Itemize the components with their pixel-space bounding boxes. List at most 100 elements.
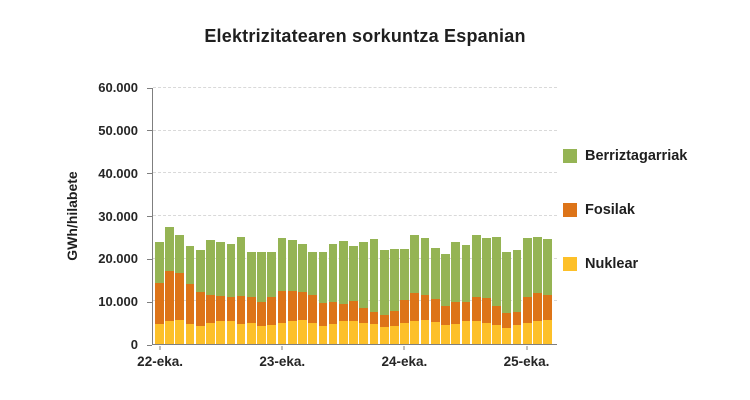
bar-segment-fosilak xyxy=(267,297,277,325)
bar-segment-berriztagarriak xyxy=(461,244,471,303)
bar-segment-nuklear xyxy=(492,325,501,344)
bar-segment-nuklear xyxy=(267,324,277,344)
bar-segment-fosilak xyxy=(318,302,328,327)
y-tick-label: 50.000 xyxy=(98,122,138,138)
bar-segment-fosilak xyxy=(226,297,236,321)
bar-segment-berriztagarriak xyxy=(318,252,328,303)
bar-segment-berriztagarriak xyxy=(430,248,440,299)
bar-segment-fosilak xyxy=(257,302,266,326)
bar xyxy=(369,239,379,344)
bar-segment-fosilak xyxy=(287,290,297,321)
bar-segment-nuklear xyxy=(349,320,358,344)
bar-segment-berriztagarriak xyxy=(543,239,553,295)
x-axis: 22-eka. 23-eka. 24-eka. 25-eka. xyxy=(137,346,557,380)
bar-segment-fosilak xyxy=(522,297,532,323)
bar-segment-nuklear xyxy=(226,320,236,344)
bar-segment-berriztagarriak xyxy=(206,239,215,295)
bar xyxy=(543,239,553,344)
gridline xyxy=(153,215,557,216)
legend-label: Nuklear xyxy=(585,256,639,272)
bar xyxy=(420,238,430,344)
y-tick-label: 0 xyxy=(130,337,138,352)
bar-segment-berriztagarriak xyxy=(471,235,481,298)
plot-area xyxy=(152,87,557,345)
bar-segment-berriztagarriak xyxy=(338,240,348,304)
legend-swatch-nuklear xyxy=(563,257,577,271)
bar-segment-berriztagarriak xyxy=(175,235,185,274)
bar xyxy=(502,252,512,344)
bar xyxy=(410,235,420,344)
legend-label: Fosilak xyxy=(585,202,635,218)
bar-segment-fosilak xyxy=(512,312,522,325)
bar-segment-fosilak xyxy=(451,302,461,324)
bar xyxy=(298,243,307,344)
bar-segment-berriztagarriak xyxy=(359,241,369,308)
bar-segment-berriztagarriak xyxy=(410,235,420,293)
bar xyxy=(441,254,450,344)
bar xyxy=(492,237,501,344)
bar xyxy=(359,241,369,344)
bar-segment-nuklear xyxy=(277,323,287,344)
bar-segment-fosilak xyxy=(390,310,399,326)
bar-segment-nuklear xyxy=(155,323,164,344)
bar-segment-fosilak xyxy=(236,295,246,324)
bar-segment-fosilak xyxy=(543,294,553,321)
bar-segment-fosilak xyxy=(185,283,195,325)
bar-segment-berriztagarriak xyxy=(287,239,297,291)
bar xyxy=(328,243,338,344)
bar-segment-berriztagarriak xyxy=(267,252,277,298)
bar-segment-nuklear xyxy=(298,320,307,344)
bar xyxy=(226,243,236,344)
legend-item: Berriztagarriak xyxy=(563,148,687,164)
bar-segment-nuklear xyxy=(420,320,430,344)
x-tick-label: 24-eka. xyxy=(381,354,428,369)
x-tick-label: 23-eka. xyxy=(259,354,306,369)
bar-segment-berriztagarriak xyxy=(390,249,399,311)
bar-segment-berriztagarriak xyxy=(482,238,491,298)
bar-segment-fosilak xyxy=(298,292,307,321)
bar xyxy=(390,249,399,344)
bar-segment-nuklear xyxy=(257,325,266,344)
bar-segment-nuklear xyxy=(471,320,481,344)
bar-segment-berriztagarriak xyxy=(298,243,307,293)
bar-segment-fosilak xyxy=(492,306,501,326)
bar-segment-berriztagarriak xyxy=(195,250,205,292)
x-tick-label: 25-eka. xyxy=(503,354,550,369)
bar-segment-fosilak xyxy=(400,299,409,324)
bar-segment-nuklear xyxy=(461,321,471,344)
bar xyxy=(257,252,266,344)
bar-segment-nuklear xyxy=(543,320,553,344)
x-tick-mark xyxy=(281,346,283,350)
bar-segment-nuklear xyxy=(482,323,491,344)
bar-segment-nuklear xyxy=(400,323,409,344)
legend-swatch-berriztagarriak xyxy=(563,149,577,163)
bar xyxy=(430,248,440,344)
bar-segment-nuklear xyxy=(328,323,338,344)
y-tick-mark xyxy=(147,216,152,217)
bar-segment-nuklear xyxy=(441,325,450,344)
y-tick-label: 60.000 xyxy=(98,80,138,95)
y-tick-label: 10.000 xyxy=(98,294,138,310)
bar-segment-berriztagarriak xyxy=(451,241,461,303)
bar-segment-nuklear xyxy=(287,320,297,344)
y-tick-label: 20.000 xyxy=(98,251,138,267)
bar xyxy=(277,238,287,344)
bar-segment-nuklear xyxy=(308,322,317,344)
y-tick-mark xyxy=(147,258,152,260)
bar xyxy=(216,241,226,344)
bar-segment-berriztagarriak xyxy=(492,237,501,307)
bar-segment-nuklear xyxy=(318,326,328,344)
bar xyxy=(267,252,277,344)
bar-segment-fosilak xyxy=(461,302,471,322)
bar-segment-berriztagarriak xyxy=(512,250,522,313)
bar-segment-fosilak xyxy=(369,312,379,325)
bar xyxy=(349,245,358,344)
legend-item: Nuklear xyxy=(563,256,638,272)
bar xyxy=(338,240,348,344)
bar-segment-berriztagarriak xyxy=(369,239,379,313)
bar-segment-berriztagarriak xyxy=(502,252,512,313)
bar-segment-fosilak xyxy=(420,294,430,321)
bar-segment-nuklear xyxy=(195,325,205,344)
bar xyxy=(533,237,542,344)
